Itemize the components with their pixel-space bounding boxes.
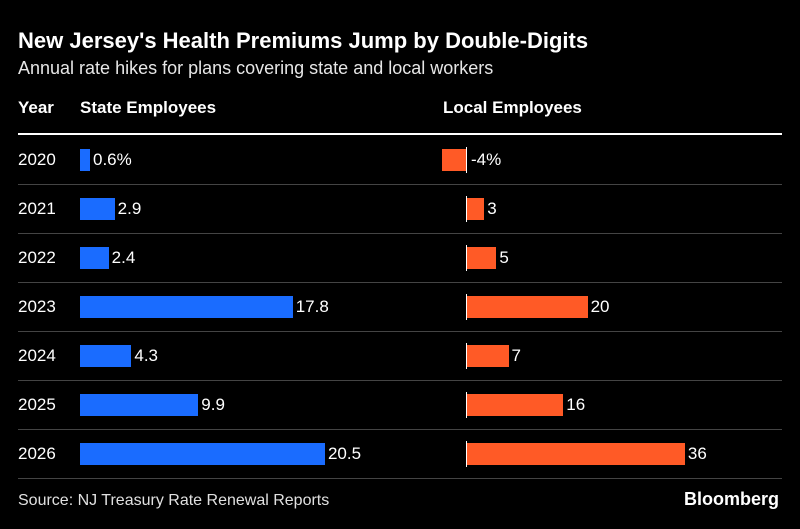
row-divider	[18, 478, 782, 479]
state-bar	[80, 296, 293, 318]
row-divider	[18, 233, 782, 234]
chart-subtitle: Annual rate hikes for plans covering sta…	[18, 58, 494, 78]
state-bar	[80, 443, 325, 465]
chart-title: New Jersey's Health Premiums Jump by Dou…	[18, 28, 589, 53]
local-value-label: 16	[566, 395, 586, 414]
row-divider	[18, 380, 782, 381]
source-note: Source: NJ Treasury Rate Renewal Reports	[18, 492, 330, 509]
local-value-label: -4%	[471, 150, 502, 169]
local-bar	[466, 247, 497, 269]
local-value-label: 3	[487, 199, 497, 218]
row-divider	[18, 429, 782, 430]
bloomberg-logo: Bloomberg	[684, 489, 780, 509]
year-label: 2024	[18, 346, 56, 365]
header-divider	[18, 133, 782, 135]
zero-line	[466, 441, 467, 467]
state-bar	[80, 149, 90, 171]
state-bar	[80, 247, 109, 269]
state-header: State Employees	[80, 98, 217, 117]
local-bar	[466, 296, 588, 318]
year-label: 2021	[18, 199, 56, 218]
year-label: 2020	[18, 150, 56, 169]
row-divider	[18, 184, 782, 185]
local-value-label: 36	[687, 444, 707, 463]
year-header: Year	[18, 98, 54, 117]
state-value-label: 9.9	[201, 395, 225, 414]
state-value-label: 2.9	[117, 199, 142, 218]
row-divider	[18, 282, 782, 283]
local-bar	[466, 443, 685, 465]
local-value-label: 20	[590, 297, 610, 316]
local-value-label: 7	[511, 346, 522, 365]
state-bar	[80, 345, 132, 367]
zero-line	[466, 392, 467, 418]
local-bar	[466, 345, 509, 367]
state-bar	[80, 394, 199, 416]
local-header: Local Employees	[443, 98, 582, 117]
zero-line	[466, 245, 467, 271]
local-bar	[466, 394, 564, 416]
year-label: 2022	[18, 248, 56, 267]
local-bar	[441, 149, 466, 171]
year-label: 2023	[18, 297, 56, 316]
state-value-label: 17.8	[295, 297, 329, 316]
state-value-label: 2.4	[111, 248, 136, 267]
zero-line	[466, 147, 467, 173]
state-value-label: 20.5	[327, 444, 362, 463]
zero-line	[466, 343, 467, 369]
row-divider	[18, 331, 782, 332]
state-value-label: 4.3	[134, 346, 159, 365]
year-label: 2025	[18, 395, 56, 414]
zero-line	[466, 294, 467, 320]
zero-line	[466, 196, 467, 222]
state-bar	[80, 198, 115, 220]
state-value-label: 0.6%	[93, 150, 132, 169]
local-bar	[466, 198, 485, 220]
local-value-label: 5	[499, 248, 509, 267]
year-label: 2026	[18, 444, 56, 463]
